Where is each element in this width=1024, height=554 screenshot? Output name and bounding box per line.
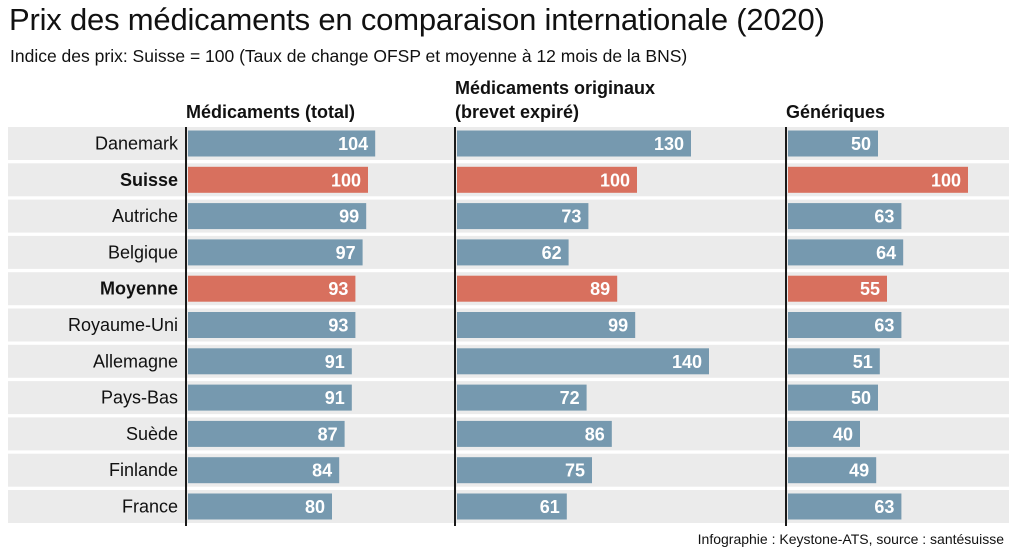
chart-subtitle: Indice des prix: Suisse = 100 (Taux de c… [10,46,688,66]
category-label-suisse: Suisse [120,170,178,190]
bar-royaume-uni-1 [188,312,356,338]
bar-moyenne-3 [788,275,887,302]
series-header: (brevet expiré) [455,102,579,122]
bar-royaume-uni-2 [457,312,636,338]
bar-allemagne-1 [188,348,352,375]
data-label-suisse-2: 100 [600,170,630,190]
data-label-pays-bas-2: 72 [560,388,580,408]
bar-finlande-2 [457,457,592,484]
series-header: Médicaments originaux [455,78,655,98]
data-label-allemagne-3: 51 [853,352,873,372]
data-label-allemagne-1: 91 [325,352,345,372]
bar-autriche-2 [457,203,589,230]
category-label-france: France [122,497,178,517]
data-label-danemark-1: 104 [338,134,368,154]
series-header: Médicaments (total) [186,102,355,122]
series-header: Génériques [786,102,885,122]
bar-allemagne-2 [457,348,709,375]
data-label-france-1: 80 [305,497,325,517]
data-label-suisse-3: 100 [931,170,961,190]
data-label-suede-1: 87 [318,424,338,444]
bar-autriche-1 [188,203,367,230]
bar-danemark-1 [188,130,376,157]
data-label-royaume-uni-2: 99 [608,316,628,336]
bar-autriche-3 [788,203,902,230]
data-label-finlande-1: 84 [312,461,332,481]
category-label-belgique: Belgique [108,242,178,262]
bar-moyenne-2 [457,275,618,302]
data-label-pays-bas-1: 91 [325,388,345,408]
source-note: Infographie : Keystone-ATS, source : san… [697,531,1004,547]
bar-france-3 [788,493,902,520]
bar-pays-bas-3 [788,384,878,411]
data-label-suede-2: 86 [585,424,605,444]
data-label-france-2: 61 [540,497,560,517]
data-label-autriche-2: 73 [561,207,581,227]
data-label-belgique-3: 64 [876,243,896,263]
data-label-moyenne-1: 93 [328,279,348,299]
data-label-autriche-1: 99 [339,207,359,227]
data-label-belgique-2: 62 [542,243,562,263]
data-label-moyenne-3: 55 [860,279,880,299]
data-label-pays-bas-3: 50 [851,388,871,408]
bar-finlande-1 [188,457,340,484]
bar-danemark-3 [788,130,878,157]
bar-belgique-1 [188,239,363,266]
data-label-france-3: 63 [874,497,894,517]
bar-royaume-uni-3 [788,312,902,338]
bar-moyenne-1 [188,275,356,302]
data-label-autriche-3: 63 [874,207,894,227]
bar-allemagne-3 [788,348,880,375]
category-label-moyenne: Moyenne [100,279,178,299]
data-label-danemark-2: 130 [654,134,684,154]
bar-belgique-3 [788,239,904,266]
data-label-finlande-3: 49 [849,461,869,481]
data-label-danemark-3: 50 [851,134,871,154]
chart-title: Prix des médicaments en comparaison inte… [9,2,825,37]
category-label-pays-bas: Pays-Bas [101,388,178,408]
bar-suisse-3 [788,166,968,193]
category-label-autriche: Autriche [112,206,178,226]
bar-danemark-2 [457,130,691,157]
category-label-suede: Suède [126,424,178,444]
bar-suede-1 [188,420,345,447]
bar-france-1 [188,493,332,520]
data-label-suede-3: 40 [833,424,853,444]
bar-pays-bas-2 [457,384,587,411]
data-label-belgique-1: 97 [336,243,356,263]
bar-suisse-2 [457,166,637,193]
bar-belgique-2 [457,239,569,266]
bar-france-2 [457,493,567,520]
data-label-royaume-uni-3: 63 [874,316,894,336]
bar-suede-3 [788,420,860,447]
bar-pays-bas-1 [188,384,352,411]
data-label-allemagne-2: 140 [672,352,702,372]
category-label-royaume-uni: Royaume-Uni [68,315,178,335]
data-label-royaume-uni-1: 93 [328,316,348,336]
bar-suede-2 [457,420,612,447]
bar-finlande-3 [788,457,877,484]
data-label-finlande-2: 75 [565,461,585,481]
data-label-moyenne-2: 89 [590,279,610,299]
bar-suisse-1 [188,166,368,193]
data-label-suisse-1: 100 [331,170,361,190]
category-label-finlande: Finlande [109,460,178,480]
category-label-allemagne: Allemagne [93,351,178,371]
category-label-danemark: Danemark [95,134,179,154]
